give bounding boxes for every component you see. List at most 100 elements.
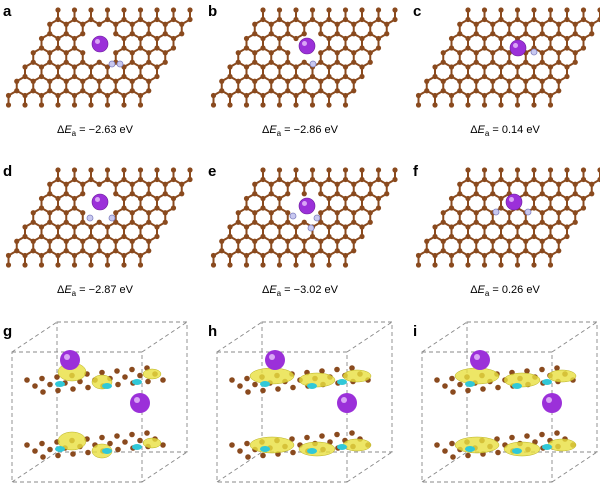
carbon-atom	[39, 440, 45, 447]
carbon-atom	[465, 45, 471, 51]
carbon-atom	[580, 205, 587, 211]
carbon-atom	[498, 252, 504, 259]
carbon-atom	[351, 219, 357, 225]
carbon-atom	[30, 50, 36, 56]
carbon-atom	[276, 224, 283, 230]
carbon-atom	[318, 21, 324, 27]
carbon-atom	[63, 248, 69, 254]
carbon-atom	[14, 238, 20, 244]
carbon-atom	[448, 64, 455, 70]
carbon-atom	[556, 238, 562, 244]
carbon-atom	[547, 195, 554, 202]
carbon-atom	[523, 181, 529, 187]
carbon-atom	[523, 21, 529, 27]
carbon-atom	[498, 92, 504, 99]
carbon-atom	[589, 191, 595, 197]
carbon-atom	[137, 45, 144, 51]
carbon-atom	[334, 31, 340, 37]
box-edge	[141, 451, 188, 483]
potassium-atom	[505, 193, 523, 211]
box-edge	[421, 451, 468, 483]
carbon-atom	[318, 59, 324, 65]
carbon-atom	[442, 383, 448, 389]
charge-accumulation	[298, 441, 336, 457]
carbon-atom	[375, 45, 382, 51]
carbon-atom	[22, 102, 28, 108]
carbon-atom	[276, 176, 283, 183]
carbon-atom	[55, 64, 61, 70]
panel-label: a	[3, 3, 12, 20]
carbon-atom	[268, 50, 274, 56]
carbon-atom	[88, 262, 94, 268]
carbon-atom	[334, 210, 340, 216]
carbon-atom	[129, 78, 135, 84]
carbon-atom	[301, 78, 307, 84]
carbon-atom	[506, 59, 512, 65]
carbon-atom	[359, 167, 365, 173]
carbon-atom	[351, 31, 357, 37]
carbon-atom	[22, 262, 28, 268]
carbon-atom	[24, 442, 30, 448]
carbon-atom	[318, 191, 324, 197]
carbon-atom	[129, 88, 135, 94]
carbon-atom	[318, 31, 324, 37]
carbon-atom	[523, 238, 529, 244]
carbon-atom	[301, 31, 307, 37]
energy-caption: ΔEa = −3.02 eV	[262, 284, 339, 298]
carbon-atom	[375, 167, 382, 173]
carbon-atom	[539, 210, 545, 216]
carbon-atom	[104, 7, 111, 13]
carbon-atom	[440, 248, 446, 254]
carbon-atom	[32, 448, 38, 454]
carbon-atom	[276, 45, 283, 51]
carbon-atom	[137, 64, 144, 70]
carbon-atom	[359, 16, 365, 23]
carbon-atom	[531, 252, 537, 259]
carbon-atom	[243, 205, 250, 211]
carbon-atom	[243, 102, 250, 108]
carbon-atom	[187, 7, 193, 13]
potassium-atom	[470, 350, 490, 370]
carbon-atom	[465, 205, 471, 211]
box-edge	[551, 451, 598, 483]
carbon-atom	[309, 262, 316, 268]
carbon-atom	[293, 64, 299, 70]
carbon-atom	[235, 219, 241, 225]
carbon-atom	[334, 238, 340, 244]
carbon-atom	[465, 233, 471, 240]
carbon-atom	[465, 252, 471, 259]
carbon-atom	[589, 21, 595, 27]
carbon-atom	[359, 205, 365, 211]
carbon-atom	[309, 252, 316, 259]
energy-symbol: E	[64, 284, 72, 296]
carbon-atom	[229, 442, 235, 448]
carbon-atom	[243, 64, 250, 70]
carbon-atom	[349, 365, 355, 371]
carbon-atom	[276, 7, 283, 13]
carbon-atom	[245, 454, 251, 460]
carbon-atom	[276, 233, 283, 240]
charge-accumulation	[342, 369, 372, 383]
carbon-atom	[367, 31, 373, 37]
carbon-atom	[531, 233, 537, 240]
carbon-atom	[146, 219, 152, 225]
carbon-atom	[235, 210, 241, 216]
carbon-atom	[160, 442, 166, 448]
carbon-atom	[351, 191, 357, 197]
carbon-atom	[509, 434, 515, 441]
panel-label: h	[208, 323, 217, 340]
carbon-atom	[432, 233, 438, 240]
carbon-atom	[473, 210, 479, 216]
carbon-atom	[334, 78, 340, 84]
carbon-atom	[449, 440, 455, 447]
carbon-atom	[154, 64, 160, 70]
carbon-atom	[564, 73, 570, 80]
subscript: a	[485, 129, 490, 138]
carbon-atom	[448, 195, 455, 202]
carbon-atom	[580, 16, 587, 23]
carbon-atom	[55, 224, 61, 230]
carbon-atom	[115, 381, 121, 388]
carbon-atom	[71, 7, 78, 13]
carbon-atom	[326, 167, 332, 173]
carbon-atom	[96, 88, 102, 94]
